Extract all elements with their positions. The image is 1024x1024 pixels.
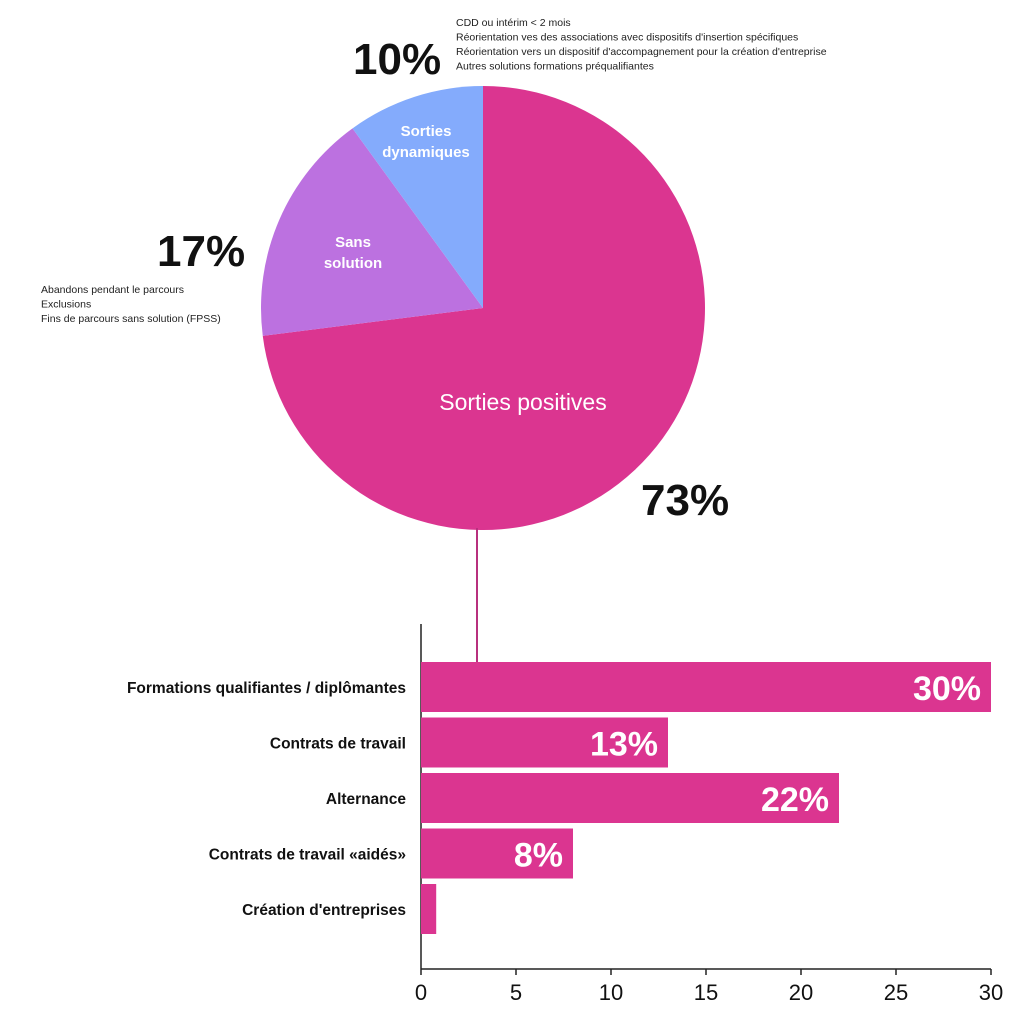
pie-label-sans-solution: Sans solution [324,234,382,272]
pie-slice-sans-solution [261,128,483,336]
pie-label-sorties-dynamiques: Sorties dynamiques [382,123,470,161]
bar-value-label: 30% [913,670,981,708]
category-label: Contrats de travail [270,736,406,753]
bar [421,662,991,712]
x-tick-label: 0 [415,980,427,1005]
bar-value-label: 13% [590,726,658,764]
x-tick-label: 10 [599,980,623,1005]
bar-chart: 0 5 10 15 20 25 30 Formations qualifiantes / di… [127,624,1003,1005]
x-tick-label: 30 [979,980,1003,1005]
bar [421,773,839,823]
category-label: Formations qualifiantes / diplômantes [127,680,406,697]
category-label: Alternance [326,791,406,808]
x-tick-label: 20 [789,980,813,1005]
pie-label-sorties-positives: Sorties positives [439,389,606,415]
category-label: Contrats de travail «aidés» [209,847,406,864]
x-tick-label: 15 [694,980,718,1005]
notes-sorties-dynamiques: CDD ou intérim < 2 mois Réorientation ves… [456,17,827,73]
bar [421,884,437,934]
pie-value-sorties-positives: 73% [641,476,729,525]
x-tick-label: 5 [510,980,522,1005]
pie-slice-sorties-positives [262,86,706,530]
pie-value-sans-solution: 17% [157,227,245,276]
bar [421,828,573,879]
bar-value-label: 22% [761,781,829,819]
bar-value-label: 8% [514,837,563,875]
bar [421,717,668,768]
category-label: Création d'entreprises [242,902,406,919]
pie-value-sorties-dynamiques: 10% [353,35,441,84]
notes-sans-solution: Abandons pendant le parcours Exclusions Fi… [41,284,221,325]
pie-chart: Sorties positives Sans solution Sorties dyna… [41,17,827,530]
pie-slice-sorties-dynamiques [352,86,483,308]
x-tick-label: 25 [884,980,908,1005]
